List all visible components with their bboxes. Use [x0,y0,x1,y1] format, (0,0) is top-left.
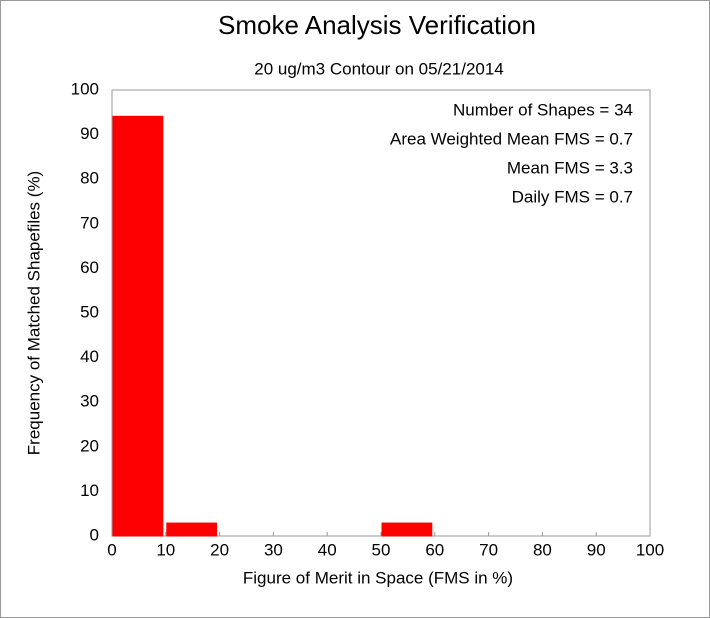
chart-subtitle: 20 ug/m3 Contour on 05/21/2014 [254,59,504,78]
y-tick-label: 10 [80,481,99,500]
y-tick-label: 70 [80,213,99,232]
y-tick-label: 40 [80,347,99,366]
x-tick-label: 60 [425,540,444,559]
x-tick-label: 90 [587,540,606,559]
annotation: Daily FMS = 0.7 [512,187,633,206]
x-tick-label: 50 [372,540,391,559]
x-tick-label: 10 [156,540,175,559]
y-tick-label: 100 [71,79,99,98]
annotation: Number of Shapes = 34 [453,100,633,119]
bar [381,522,433,537]
y-tick-label: 80 [80,169,99,188]
x-tick-label: 0 [107,540,116,559]
annotation: Area Weighted Mean FMS = 0.7 [390,129,633,148]
y-tick-label: 0 [90,525,99,544]
chart-title: Smoke Analysis Verification [218,10,536,40]
x-tick-label: 80 [533,540,552,559]
bar [166,522,218,537]
y-axis-label: Frequency of Matched Shapefiles (%) [24,171,43,455]
x-tick-label: 20 [210,540,229,559]
y-tick-label: 60 [80,258,99,277]
x-tick-label: 100 [636,540,664,559]
y-tick-label: 20 [80,436,99,455]
annotation: Mean FMS = 3.3 [507,158,633,177]
bar [112,115,164,537]
x-tick-label: 70 [479,540,498,559]
x-tick-label: 40 [318,540,337,559]
y-tick-label: 30 [80,392,99,411]
plot-frame [111,89,651,537]
x-tick-label: 30 [264,540,283,559]
y-tick-label: 50 [80,302,99,321]
x-axis-label: Figure of Merit in Space (FMS in %) [243,568,513,587]
y-tick-label: 90 [80,124,99,143]
